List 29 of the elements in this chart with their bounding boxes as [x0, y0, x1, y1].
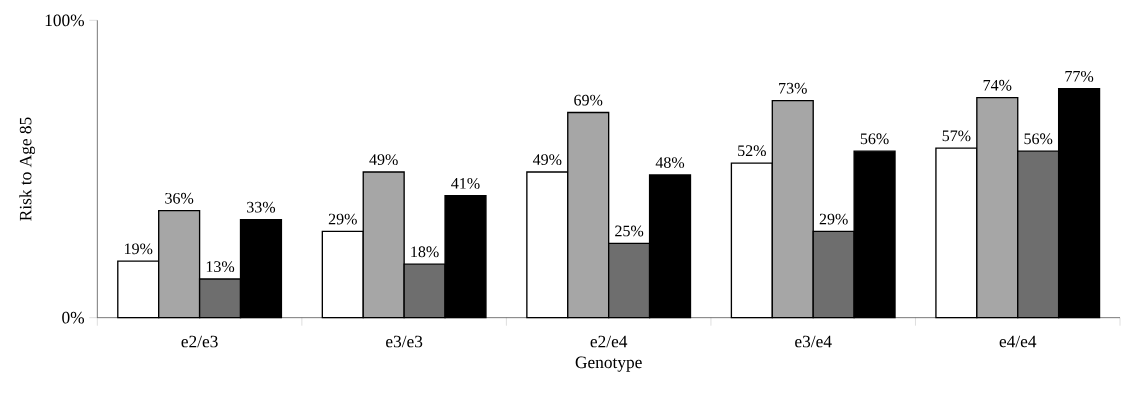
x-tick-label: e3/e3: [386, 335, 423, 348]
x-tick-label: e4/e4: [999, 335, 1037, 348]
data-label: 49%: [369, 154, 398, 166]
y-tick-label: 100%: [45, 14, 85, 27]
data-label: 36%: [165, 192, 194, 204]
data-label: 29%: [819, 213, 848, 225]
data-label: 56%: [860, 133, 889, 145]
data-label: 69%: [574, 94, 603, 106]
data-label: 57%: [942, 130, 971, 142]
data-label: 13%: [206, 261, 235, 273]
data-label: 49%: [532, 154, 562, 166]
y-tick-label: 0%: [62, 311, 85, 324]
data-label: 77%: [1065, 70, 1094, 82]
x-axis-title: Genotype: [575, 356, 642, 372]
x-tick-label: e3/e4: [795, 335, 832, 348]
data-label: 25%: [615, 225, 644, 237]
data-label: 52%: [738, 145, 766, 157]
x-tick-label: e2/e3: [181, 335, 218, 348]
data-label: 29%: [328, 213, 357, 225]
data-label: 41%: [451, 177, 480, 189]
data-label: 56%: [1024, 133, 1053, 145]
y-axis-title: Risk to Age 85: [19, 117, 36, 221]
data-label: 48%: [655, 157, 685, 169]
data-label: 18%: [411, 246, 439, 258]
x-tick-label: e2/e4: [590, 335, 628, 348]
data-label: 73%: [779, 82, 807, 94]
data-label: 19%: [124, 243, 153, 255]
data-label: 74%: [983, 79, 1012, 91]
data-label: 33%: [247, 201, 276, 213]
